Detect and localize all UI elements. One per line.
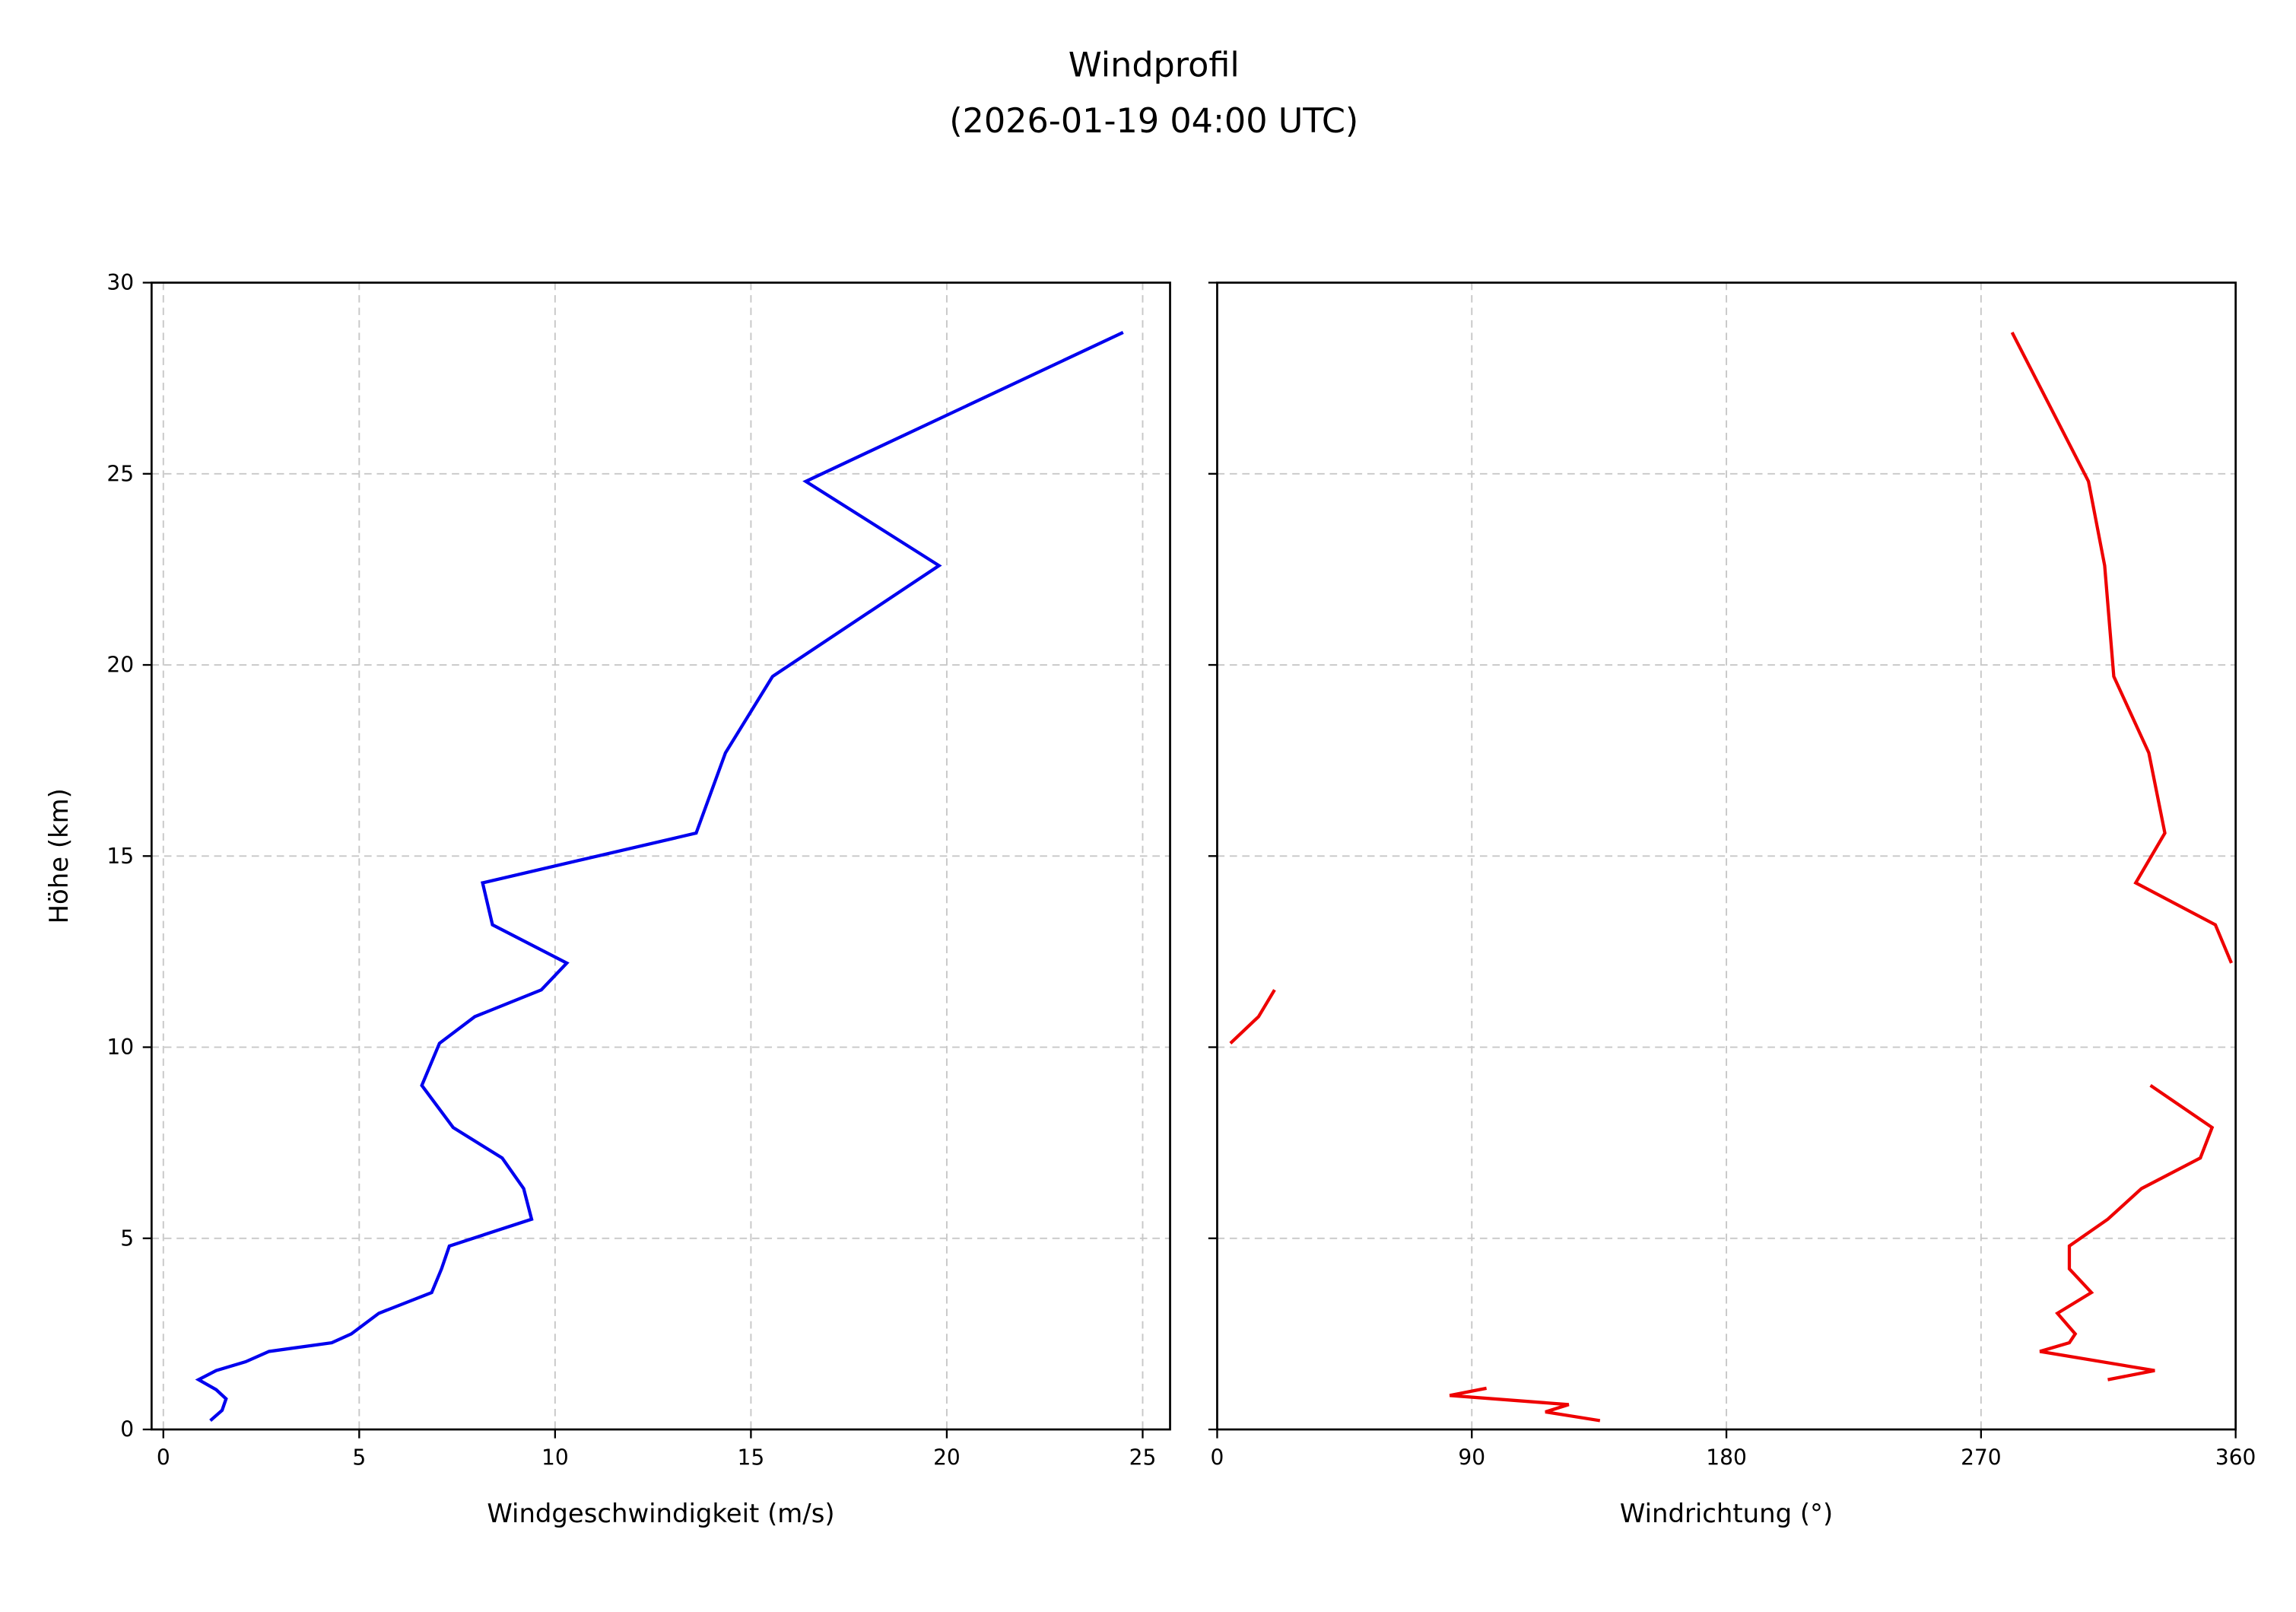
wind-direction-line [2010,331,2234,964]
wind-speed-panel: 0 5 10 15 20 25 0 5 10 15 20 25 30 Windgeschwindigkei… [44,270,1171,1528]
x-tick-label: 25 [1129,1445,1157,1470]
x-tick-label: 360 [2215,1445,2256,1470]
y-tick-label: 10 [106,1035,134,1060]
figure-title-line1: Windprofil [1069,46,1240,85]
x-tick-label: 20 [933,1445,961,1470]
y-tick-label: 15 [106,844,134,869]
x-tick-label: 180 [1706,1445,1747,1470]
wind-direction-line [1229,989,1276,1044]
y-tick-label: 20 [106,653,134,678]
x-tick-label: 15 [738,1445,765,1470]
x-tick-label: 90 [1458,1445,1485,1470]
figure-title-line2: (2026-01-19 04:00 UTC) [949,102,1358,141]
y-tick-label: 5 [120,1226,134,1251]
y-tick-label: 0 [120,1417,134,1442]
wind-direction-line [1449,1386,1601,1423]
y-tick-label: 25 [106,461,134,486]
x-tick-label: 5 [352,1445,366,1470]
x-axis-label: Windgeschwindigkeit (m/s) [487,1499,834,1528]
wind-direction-panel: 0 90 180 270 360 Windrichtung (°) [1208,281,2256,1528]
x-tick-label: 10 [541,1445,569,1470]
x-axis-label: Windrichtung (°) [1620,1499,1833,1528]
x-tick-label: 0 [1211,1445,1224,1470]
wind-speed-line [195,331,1124,1423]
y-axis-label: Höhe (km) [44,788,74,924]
wind-direction-line [2039,1084,2215,1381]
y-tick-label: 30 [106,270,134,295]
x-tick-label: 270 [1961,1445,2002,1470]
x-tick-label: 0 [157,1445,170,1470]
